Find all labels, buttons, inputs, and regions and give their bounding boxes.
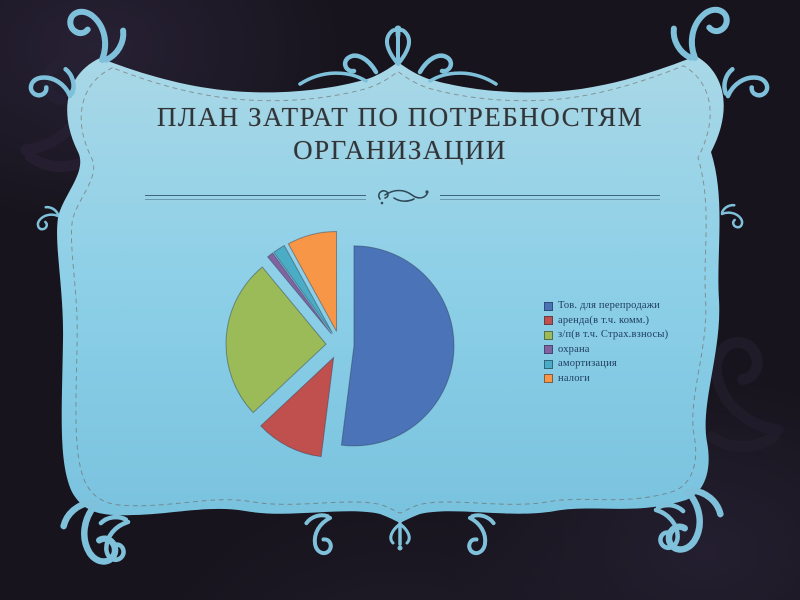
legend-label: з/п(в т.ч. Страх.взносы) [558,329,669,340]
pie-slice-1 [340,245,455,447]
corner-flourish-top-left [61,5,128,65]
chart-legend: Тов. для перепродажи аренда(в т.ч. комм.)… [544,300,694,388]
crown-ornament [298,25,498,86]
legend-swatch [544,330,553,340]
legend-item-3: з/п(в т.ч. Страх.взносы) [544,329,694,341]
pie-slice-3 [225,266,327,414]
bottom-flourish-right [460,512,495,555]
title-divider [145,186,660,208]
legend-label: амортизация [558,358,617,369]
legend-swatch [544,359,553,369]
legend-label: налоги [558,372,590,384]
legend-label: аренда(в т.ч. комм.) [558,314,650,326]
legend-swatch [544,345,553,355]
corner-flourish-top-right [669,3,736,63]
corner-flourish-top-right-2 [721,68,769,105]
bottom-drop-ornament [389,521,411,551]
legend-swatch [544,316,553,326]
divider-line-right [439,194,660,200]
bottom-flourish-left [305,512,340,555]
legend-label: охрана [558,343,590,355]
background-damask-flourish [712,342,778,446]
pie-chart [225,230,455,458]
pie-slice-6 [287,230,338,332]
legend-item-1: Тов. для перепродажи [544,300,694,312]
pie-slice-4 [266,252,332,335]
slide-title: ПЛАН ЗАТРАТ ПО ПОТРЕБНОСТЯМ ОРГАНИЗАЦИИ [156,102,644,165]
edge-flourish-left [33,204,62,235]
legend-item-2: аренда(в т.ч. комм.) [544,314,694,327]
divider-flourish-icon [377,189,429,205]
legend-swatch [544,374,553,384]
pie-slice-5 [273,244,333,334]
legend-swatch [544,301,553,311]
legend-label: Тов. для перепродажи [558,300,661,311]
legend-item-4: охрана [544,343,694,356]
pie-slice-2 [260,356,335,458]
divider-line-left [145,194,366,200]
legend-item-5: амортизация [544,358,694,370]
legend-item-6: налоги [544,372,694,385]
edge-flourish-right [718,202,747,233]
